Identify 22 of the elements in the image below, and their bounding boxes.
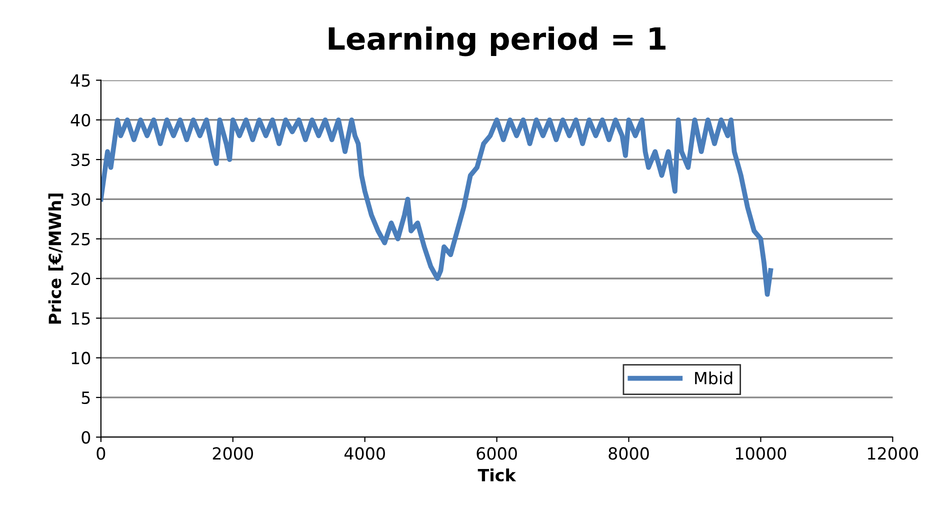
y-tick-label: 10 bbox=[72, 352, 90, 364]
x-tick-label: 6000 bbox=[476, 447, 517, 460]
y-tick-label: 5 bbox=[82, 392, 90, 404]
y-tick-label: 25 bbox=[71, 232, 90, 246]
legend-label: Mbid bbox=[695, 371, 732, 384]
y-tick-label: 35 bbox=[71, 154, 90, 166]
line-series bbox=[100, 117, 774, 297]
x-axis-title: Tick bbox=[478, 468, 516, 482]
y-tick-label: 40 bbox=[70, 114, 90, 126]
y-axis-title: Price [€/MWh] bbox=[48, 194, 64, 324]
chart-title: Learning period = 1 bbox=[328, 26, 666, 56]
y-tick-label: 20 bbox=[71, 272, 90, 286]
x-tick-label: 2000 bbox=[212, 447, 253, 460]
x-tick-label: 8000 bbox=[608, 447, 649, 460]
x-tick-label: 0 bbox=[96, 447, 106, 460]
x-tick-label: 4000 bbox=[344, 447, 385, 460]
y-tick-label: 0 bbox=[82, 431, 90, 444]
x-tick-label: 10000 bbox=[736, 447, 786, 460]
y-tick-label: 15 bbox=[72, 312, 90, 325]
y-tick-label: 30 bbox=[71, 193, 90, 206]
x-tick-label: 12000 bbox=[868, 447, 918, 460]
y-tick-label: 45 bbox=[70, 74, 90, 87]
